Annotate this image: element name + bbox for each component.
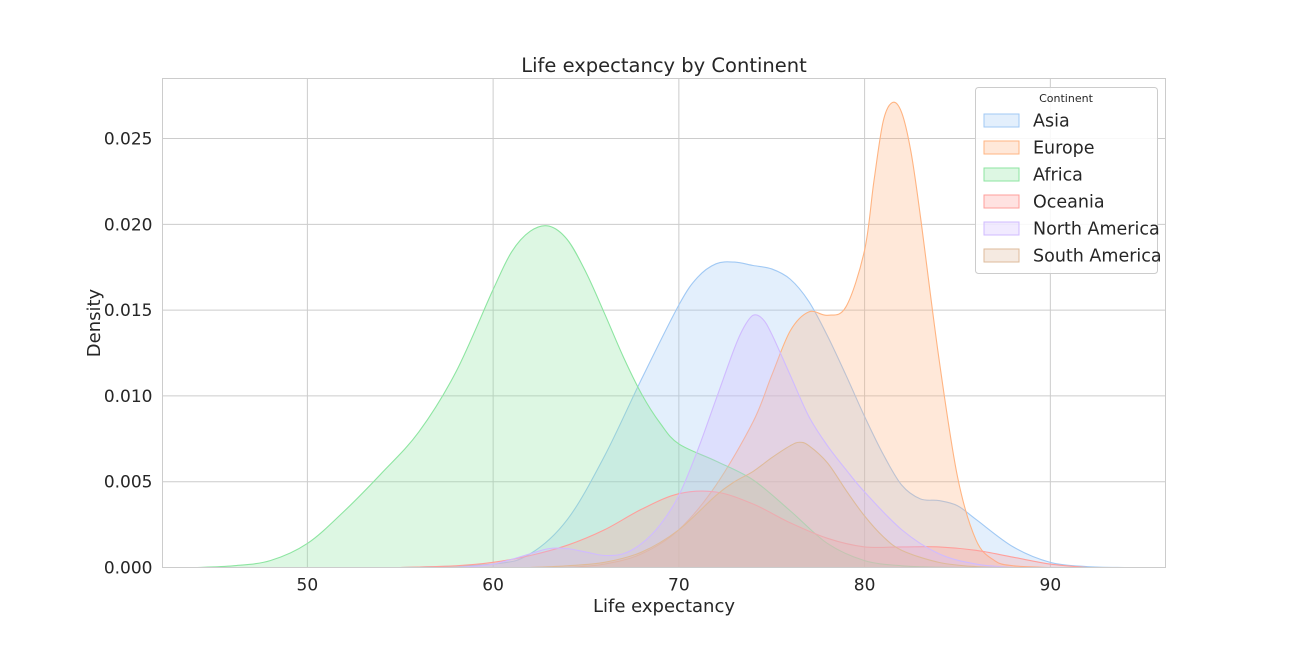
- x-tick-label: 80: [854, 576, 876, 596]
- legend-swatch-europe: [983, 140, 1020, 155]
- density-area-oceania: [400, 491, 1088, 568]
- x-axis-label: Life expectancy: [593, 596, 735, 617]
- legend-items: Asia Europe Africa Oceania North America Sout…: [983, 112, 1162, 267]
- legend-box: [975, 87, 1158, 274]
- density-area-africa: [195, 225, 977, 568]
- density-line-north-america: [455, 314, 1014, 569]
- legend-label-europe: Europe: [1033, 139, 1095, 159]
- x-axis-ticks: 50 60 70 80 90: [297, 576, 1062, 596]
- density-area-europe: [567, 102, 1051, 568]
- y-axis-ticks: 0.000 0.005 0.010 0.015 0.020 0.025: [104, 130, 153, 579]
- y-tick-label: 0.025: [104, 130, 153, 150]
- legend-label-south-america: South America: [1033, 247, 1162, 267]
- legend-swatch-asia: [983, 113, 1020, 128]
- x-tick-label: 70: [668, 576, 690, 596]
- series-areas: [195, 101, 1125, 569]
- density-line-oceania: [400, 490, 1088, 569]
- legend-label-africa: Africa: [1033, 166, 1083, 186]
- legend-swatch-north-america: [983, 221, 1020, 236]
- plot-frame: [162, 78, 1166, 568]
- x-tick-label: 60: [482, 576, 504, 596]
- density-line-europe: [567, 101, 1051, 569]
- density-area-south-america: [530, 442, 1014, 568]
- density-line-south-america: [530, 441, 1014, 569]
- legend-label-oceania: Oceania: [1033, 193, 1105, 213]
- legend-swatch-africa: [983, 167, 1020, 182]
- y-tick-label: 0.020: [104, 215, 153, 235]
- chart-title: Life expectancy by Continent: [521, 54, 807, 77]
- density-area-north-america: [455, 314, 1014, 568]
- legend-swatch-south-america: [983, 248, 1020, 263]
- density-area-asia: [400, 261, 1125, 568]
- x-tick-label: 50: [297, 576, 319, 596]
- y-axis-label: Density: [84, 288, 105, 357]
- y-tick-label: 0.000: [104, 559, 153, 579]
- x-tick-label: 90: [1040, 576, 1062, 596]
- y-tick-label: 0.010: [104, 387, 153, 407]
- y-tick-label: 0.015: [104, 301, 153, 321]
- y-tick-label: 0.005: [104, 473, 153, 493]
- legend-label-north-america: North America: [1033, 220, 1160, 240]
- legend-label-asia: Asia: [1033, 112, 1070, 132]
- legend-swatch-oceania: [983, 194, 1020, 209]
- legend-title: Continent: [1039, 92, 1093, 105]
- legend: Continent Asia Europe Africa Oceania North A…: [975, 87, 1162, 274]
